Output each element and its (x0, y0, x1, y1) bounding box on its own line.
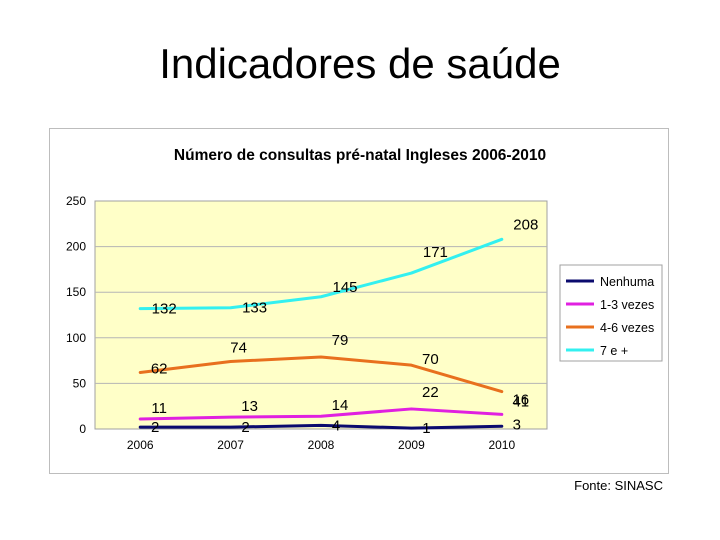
slide-title: Indicadores de saúde (159, 40, 561, 87)
y-tick-label: 0 (79, 422, 86, 436)
series-line-4-6 vezes (138, 355, 504, 394)
data-label: 70 (422, 351, 439, 368)
x-tick-label: 2008 (308, 438, 335, 452)
chart-title: Número de consultas pré-natal Ingleses 2… (174, 147, 546, 164)
x-tick-label: 2007 (217, 438, 244, 452)
data-label: 62 (151, 360, 168, 377)
data-label: 171 (423, 244, 448, 261)
data-label: 132 (152, 301, 177, 318)
data-label: 4 (332, 417, 340, 434)
source-note: Fonte: SINASC (574, 478, 663, 493)
data-label: 11 (151, 400, 167, 417)
data-label: 22 (422, 384, 439, 401)
series-line-Nenhuma (138, 423, 504, 430)
data-label: 41 (512, 394, 529, 411)
legend-label: Nenhuma (600, 275, 654, 289)
legend-label: 4-6 vezes (600, 321, 654, 335)
data-label: 3 (513, 416, 521, 433)
data-label: 16 (512, 391, 529, 408)
y-tick-label: 250 (66, 194, 86, 208)
x-tick-label: 2006 (127, 438, 154, 452)
data-label: 14 (332, 397, 349, 414)
legend-box (559, 264, 663, 362)
data-label: 13 (241, 398, 258, 415)
data-label: 79 (332, 332, 349, 349)
data-label: 2 (151, 419, 159, 436)
series-line-1-3 vezes (138, 407, 504, 421)
x-tick-label: 2010 (488, 438, 515, 452)
data-label: 133 (242, 300, 267, 317)
y-tick-label: 100 (66, 331, 86, 345)
data-label: 1 (422, 420, 430, 437)
legend-label: 1-3 vezes (600, 298, 654, 312)
line-chart: Número de consultas pré-natal Ingleses 2… (66, 147, 663, 452)
data-label: 2 (241, 419, 249, 436)
legend-label: 7 e + (600, 344, 628, 358)
data-label: 74 (230, 340, 247, 357)
data-label: 145 (332, 279, 357, 296)
y-tick-label: 200 (66, 240, 86, 254)
x-tick-label: 2009 (398, 438, 425, 452)
data-label: 208 (513, 216, 538, 233)
y-tick-label: 50 (73, 376, 87, 390)
series-line-7 e + (138, 237, 504, 311)
y-tick-label: 150 (66, 285, 86, 299)
plot-area (94, 200, 548, 430)
